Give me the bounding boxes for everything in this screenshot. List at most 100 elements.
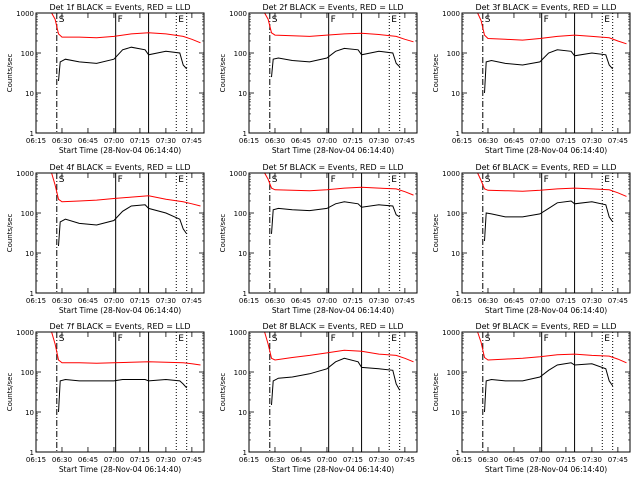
black-events-series <box>271 201 400 234</box>
plot-frame <box>461 331 631 453</box>
x-tick-label: 06:15 <box>26 456 46 464</box>
x-tick-label: 06:30 <box>52 456 72 464</box>
x-axis-label: Start Time (28-Nov-04 06:14:40) <box>59 306 181 315</box>
x-tick-label: 07:45 <box>608 137 628 145</box>
x-tick-label: 07:00 <box>530 297 550 305</box>
event-marker-label: E <box>178 15 184 25</box>
y-tick-label: 10 <box>25 90 34 98</box>
red-lld-series <box>264 331 414 363</box>
x-tick-label: 07:45 <box>608 297 628 305</box>
x-tick-label: 07:15 <box>556 297 576 305</box>
y-tick-label: 1 <box>243 130 247 138</box>
event-marker-label: F <box>118 334 123 344</box>
y-tick-label: 10 <box>451 409 460 417</box>
x-tick-label: 06:15 <box>452 456 472 464</box>
black-events-series <box>484 200 614 242</box>
x-tick-label: 07:45 <box>182 456 202 464</box>
black-events-series <box>58 204 188 247</box>
x-tick-label: 06:30 <box>52 297 72 305</box>
event-marker-label: S <box>272 175 278 185</box>
event-marker-label: F <box>118 175 123 185</box>
black-events-series <box>484 49 614 94</box>
chart-panel-5: Det 5f BLACK = Events, RED = LLD 1 10 100 10… <box>219 163 418 315</box>
x-tick-label: 07:00 <box>104 456 124 464</box>
chart-title: Det 2f BLACK = Events, RED = LLD <box>262 3 403 12</box>
plot-frame <box>461 12 631 134</box>
plot-frame <box>248 331 418 453</box>
y-tick-label: 10 <box>25 409 34 417</box>
x-tick-label: 07:00 <box>317 297 337 305</box>
y-tick-label: 100 <box>447 50 460 58</box>
event-marker-label: S <box>272 334 278 344</box>
x-axis-label: Start Time (28-Nov-04 06:14:40) <box>59 465 181 474</box>
event-marker-label: E <box>604 334 610 344</box>
y-tick-label: 100 <box>447 369 460 377</box>
event-marker-label: F <box>544 334 549 344</box>
x-tick-label: 07:15 <box>343 137 363 145</box>
x-tick-label: 07:15 <box>343 456 363 464</box>
y-tick-label: 1 <box>456 130 460 138</box>
x-tick-label: 07:45 <box>182 137 202 145</box>
x-tick-label: 06:30 <box>478 456 498 464</box>
x-tick-label: 06:15 <box>239 137 259 145</box>
y-tick-label: 1 <box>456 290 460 298</box>
black-events-series <box>484 362 614 413</box>
plot-frame <box>35 172 205 294</box>
event-marker-label: E <box>178 334 184 344</box>
y-axis-label: Counts/sec <box>432 54 440 93</box>
x-tick-label: 07:00 <box>104 137 124 145</box>
x-tick-label: 06:45 <box>504 456 524 464</box>
x-axis-label: Start Time (28-Nov-04 06:14:40) <box>485 306 607 315</box>
x-tick-label: 06:45 <box>504 137 524 145</box>
chart-title: Det 3f BLACK = Events, RED = LLD <box>475 3 616 12</box>
chart-panel-9: Det 9f BLACK = Events, RED = LLD 1 10 100 10… <box>432 322 631 474</box>
y-tick-label: 100 <box>234 50 247 58</box>
red-lld-series <box>477 12 627 45</box>
x-tick-label: 06:45 <box>291 456 311 464</box>
event-marker-label: F <box>331 175 336 185</box>
x-tick-label: 07:30 <box>369 456 389 464</box>
y-tick-label: 100 <box>234 210 247 218</box>
y-tick-label: 1 <box>30 449 34 457</box>
event-marker-label: F <box>544 175 549 185</box>
y-axis-label: Counts/sec <box>219 54 227 93</box>
y-tick-label: 1 <box>243 449 247 457</box>
x-tick-label: 07:00 <box>530 137 550 145</box>
y-axis-label: Counts/sec <box>432 373 440 412</box>
x-tick-label: 06:30 <box>478 297 498 305</box>
x-tick-label: 06:15 <box>239 456 259 464</box>
chart-title: Det 5f BLACK = Events, RED = LLD <box>262 163 403 172</box>
y-tick-label: 1000 <box>16 170 34 178</box>
y-tick-label: 1000 <box>229 329 247 337</box>
y-tick-label: 100 <box>234 369 247 377</box>
y-tick-label: 100 <box>21 369 34 377</box>
y-tick-label: 1000 <box>442 170 460 178</box>
y-tick-label: 1000 <box>442 10 460 18</box>
x-tick-label: 06:30 <box>52 137 72 145</box>
x-tick-label: 06:15 <box>26 137 46 145</box>
event-marker-label: E <box>604 175 610 185</box>
x-tick-label: 06:45 <box>78 456 98 464</box>
x-tick-label: 07:30 <box>156 137 176 145</box>
event-marker-label: S <box>485 334 491 344</box>
event-marker-label: F <box>331 15 336 25</box>
event-marker-label: F <box>544 15 549 25</box>
x-tick-label: 07:45 <box>182 297 202 305</box>
event-marker-label: S <box>485 175 491 185</box>
y-tick-label: 1000 <box>229 170 247 178</box>
x-tick-label: 07:45 <box>608 456 628 464</box>
x-axis-label: Start Time (28-Nov-04 06:14:40) <box>485 465 607 474</box>
black-events-series <box>271 47 401 78</box>
red-lld-series <box>51 172 201 207</box>
x-tick-label: 07:00 <box>317 456 337 464</box>
y-tick-label: 10 <box>25 250 34 258</box>
x-tick-label: 07:00 <box>530 456 550 464</box>
y-tick-label: 10 <box>451 90 460 98</box>
red-lld-series <box>51 12 201 44</box>
x-tick-label: 06:30 <box>478 137 498 145</box>
x-tick-label: 07:15 <box>130 137 150 145</box>
x-tick-label: 06:30 <box>265 297 285 305</box>
x-tick-label: 06:45 <box>291 297 311 305</box>
x-tick-label: 07:15 <box>343 297 363 305</box>
plot-frame <box>248 12 418 134</box>
